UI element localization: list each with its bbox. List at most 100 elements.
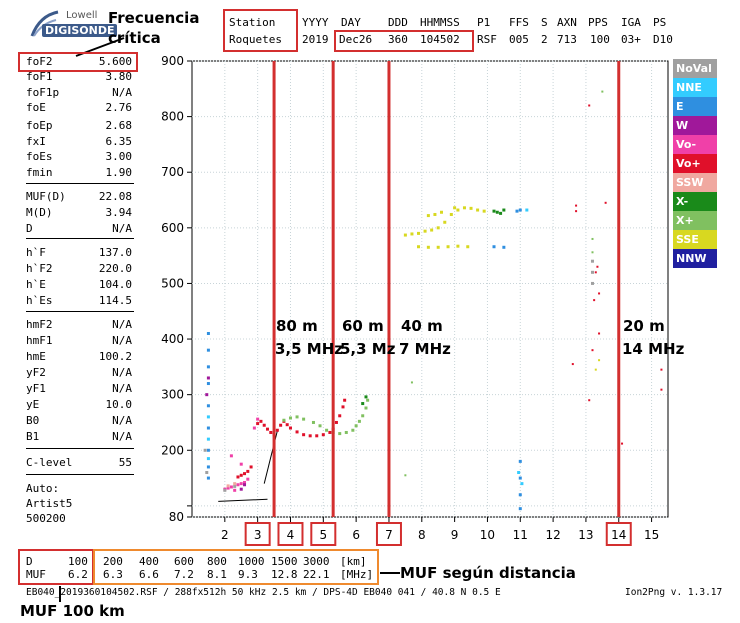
- band-80-label: 80 m: [276, 317, 318, 335]
- muf-table-d-label: D: [26, 555, 33, 568]
- param-row: C-level 55: [26, 456, 132, 471]
- data-point: [426, 245, 430, 249]
- data-point: [233, 482, 237, 486]
- param-row: foF1 3.80: [26, 70, 132, 85]
- y-tick-label: 300: [161, 388, 184, 402]
- x-tick-label: 9: [451, 528, 459, 542]
- param-value: 55: [118, 456, 132, 469]
- muf-table-muf: 6.6: [139, 568, 159, 581]
- header-day-label: DAY: [341, 16, 361, 29]
- header-iga-label: IGA: [621, 16, 641, 29]
- y-tick-label: 80: [169, 510, 184, 524]
- muf-table-distance: 800: [207, 555, 227, 568]
- data-point: [499, 211, 503, 215]
- param-value: N/A: [112, 382, 132, 395]
- param-row: h`F 137.0: [26, 246, 132, 261]
- data-point: [229, 485, 233, 489]
- data-point: [361, 402, 365, 406]
- data-point: [206, 465, 210, 469]
- param-row: hmE 100.2: [26, 350, 132, 365]
- param-label: yE: [26, 398, 40, 411]
- data-point: [621, 442, 624, 445]
- data-point: [593, 299, 596, 302]
- data-point: [206, 457, 210, 461]
- band-40-label: 40 m: [401, 317, 443, 335]
- header-s-value: 2: [541, 33, 548, 46]
- param-row: yE 10.0: [26, 398, 132, 413]
- data-point: [456, 208, 460, 212]
- data-point: [206, 404, 210, 408]
- data-point: [594, 271, 597, 274]
- param-row: yF1 N/A: [26, 382, 132, 397]
- header-ddd-label: DDD: [388, 16, 408, 29]
- data-point: [525, 208, 529, 212]
- data-point: [423, 229, 427, 233]
- data-point: [308, 434, 312, 438]
- data-point: [604, 201, 607, 204]
- muf-table-distance: 200: [103, 555, 123, 568]
- param-row: B0 N/A: [26, 414, 132, 429]
- data-point: [275, 428, 279, 432]
- param-value: N/A: [112, 318, 132, 331]
- data-point: [252, 426, 256, 430]
- data-point: [446, 245, 450, 249]
- y-tick-label: 600: [161, 221, 184, 235]
- param-label: yF2: [26, 366, 46, 379]
- panel-divider: [26, 183, 134, 184]
- data-point: [596, 265, 599, 268]
- muf-table-muf: 9.3: [238, 568, 258, 581]
- band-60-label: 60 m: [342, 317, 384, 335]
- data-point: [364, 395, 368, 399]
- param-row: foEs 3.00: [26, 150, 132, 165]
- muf-table-distance: 3000: [303, 555, 330, 568]
- legend-item: E: [673, 97, 717, 116]
- legend-item: Vo+: [673, 154, 717, 173]
- data-point: [518, 208, 522, 212]
- x-tick-label: 11: [513, 528, 528, 542]
- panel-divider: [26, 238, 134, 239]
- param-row: fxI 6.35: [26, 135, 132, 150]
- data-point: [223, 488, 227, 492]
- param-label: M(D): [26, 206, 53, 219]
- data-point: [575, 204, 578, 207]
- data-point: [256, 417, 260, 421]
- param-label: h`F: [26, 246, 46, 259]
- header-axn-value: 713: [557, 33, 577, 46]
- muf-table-distance: 1500: [271, 555, 298, 568]
- legend-item: SSE: [673, 230, 717, 249]
- param-value: 2.76: [105, 101, 133, 114]
- data-point: [456, 244, 460, 248]
- data-point: [288, 426, 292, 430]
- param-label: D: [26, 222, 33, 235]
- data-point: [417, 245, 421, 249]
- muf-table-muf: 6.3: [103, 568, 123, 581]
- critical-frequency-annotation: Frecuencia crítica: [108, 9, 200, 47]
- data-point: [403, 233, 407, 237]
- data-point: [226, 486, 230, 490]
- data-point: [243, 481, 247, 485]
- header-hms-label: HHMMSS: [420, 16, 460, 29]
- data-point: [341, 405, 345, 409]
- data-point: [357, 419, 361, 423]
- data-point: [249, 465, 253, 469]
- param-label: foF2: [26, 55, 53, 68]
- data-point: [453, 206, 457, 210]
- param-label: B0: [26, 414, 40, 427]
- param-label: foF1: [26, 70, 53, 83]
- data-point: [594, 368, 597, 371]
- data-point: [266, 427, 270, 431]
- plot-frame: [191, 60, 669, 518]
- header-ffs-label: FFS: [509, 16, 529, 29]
- data-point: [302, 417, 306, 421]
- data-point: [302, 433, 306, 437]
- data-point: [295, 430, 299, 434]
- x-tick-label: 3: [254, 528, 262, 542]
- param-label: hmF1: [26, 334, 53, 347]
- data-point: [206, 331, 210, 335]
- data-point: [518, 507, 522, 511]
- data-point: [598, 332, 601, 335]
- param-row: hmF1 N/A: [26, 334, 132, 349]
- header-s-label: S: [541, 16, 548, 29]
- x-tick-label: 4: [287, 528, 295, 542]
- param-label: hmF2: [26, 318, 53, 331]
